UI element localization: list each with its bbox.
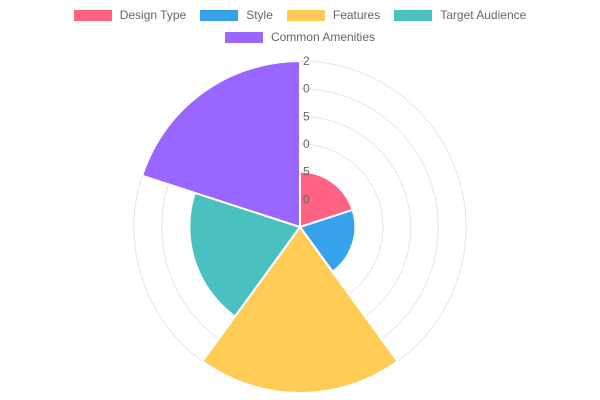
tick-label: 0 [303, 137, 310, 151]
tick-label: 5 [303, 109, 310, 123]
legend-swatch-common-amenities [224, 31, 263, 43]
legend-label-features: Features [332, 8, 381, 22]
legend-swatch-style [200, 9, 239, 21]
legend-label-style: Style [246, 8, 273, 22]
legend-item-common-amenities[interactable]: Common Amenities [224, 30, 376, 44]
legend-item-design-type[interactable]: Design Type [73, 8, 187, 22]
chart-slices [140, 59, 399, 395]
slice-target-audience[interactable] [188, 191, 302, 318]
legend-swatch-design-type [73, 9, 112, 21]
legend-label-design-type: Design Type [119, 8, 187, 22]
tick-label: 0 [303, 82, 310, 96]
legend-label-common-amenities: Common Amenities [270, 30, 376, 44]
slice-features[interactable] [201, 225, 399, 395]
legend-swatch-features [286, 9, 325, 21]
slice-style[interactable] [298, 208, 357, 274]
legend-item-style[interactable]: Style [200, 8, 273, 22]
legend-row-2: Common Amenities [0, 30, 600, 44]
legend-label-target-audience: Target Audience [440, 8, 527, 22]
radial-tick-labels: 0 5 0 5 0 2 [303, 54, 310, 206]
legend-item-features[interactable]: Features [286, 8, 381, 22]
legend-swatch-target-audience [394, 9, 433, 21]
tick-label: 2 [303, 54, 310, 68]
chart-legend: Design Type Style Features Target Audien… [0, 0, 600, 50]
legend-item-target-audience[interactable]: Target Audience [394, 8, 526, 22]
legend-row-1: Design Type Style Features Target Audien… [0, 8, 600, 22]
tick-label: 5 [303, 165, 310, 179]
tick-label: 0 [303, 192, 310, 206]
slice-common-amenities[interactable] [140, 59, 301, 229]
